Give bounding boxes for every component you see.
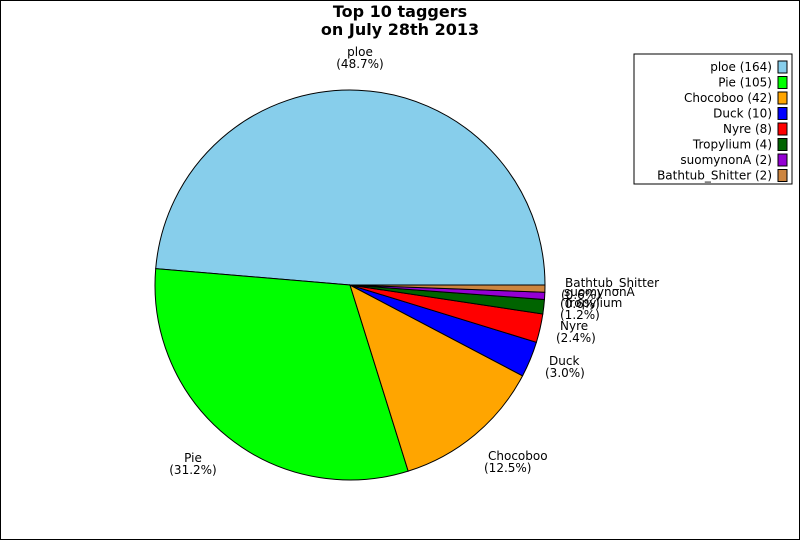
legend-entry-label: suomynonA (2) bbox=[680, 153, 772, 167]
legend-swatch bbox=[777, 107, 788, 120]
legend-swatch bbox=[777, 122, 788, 136]
legend-swatch bbox=[777, 169, 788, 182]
slice-label-name: Bathtub_Shitter bbox=[565, 276, 659, 290]
pie-slice-chocoboo bbox=[349, 283, 524, 472]
chart-title-line-2: on July 28th 2013 bbox=[321, 20, 479, 39]
legend-swatch bbox=[777, 60, 788, 74]
legend-entry-label: Chocoboo (42) bbox=[684, 91, 772, 105]
slice-labels: ploe(48.7%) Pie(31.2%) Chocoboo(12.5%) Duck… bbox=[169, 45, 659, 477]
slice-label-name: Pie bbox=[184, 451, 202, 465]
slice-label-percent: (31.2%) bbox=[169, 463, 216, 477]
slice-label-name: Tropylium bbox=[563, 296, 622, 310]
legend-entry-label: Tropylium (4) bbox=[692, 138, 772, 152]
slice-label-name: suomynonA bbox=[564, 285, 636, 299]
slice-label-percent: (48.7%) bbox=[336, 57, 383, 71]
slice-label-percent: (0.6%) bbox=[561, 288, 601, 302]
slice-label-name: Chocoboo bbox=[488, 449, 548, 463]
slice-label-percent: (2.4%) bbox=[556, 331, 596, 345]
slice-label-percent: (3.0%) bbox=[545, 366, 585, 380]
legend-swatch bbox=[777, 138, 788, 151]
legend-entry-label: ploe (164) bbox=[710, 60, 772, 74]
pie-slice-ploe bbox=[155, 89, 546, 286]
chart-title-line-1: Top 10 taggers bbox=[333, 2, 467, 21]
slice-label-name: Nyre bbox=[560, 319, 588, 333]
slice-label-percent: (1.2%) bbox=[560, 308, 600, 322]
pie-slices bbox=[154, 89, 546, 481]
legend-entry-label: Nyre (8) bbox=[723, 122, 772, 136]
pie-slice-pie bbox=[154, 268, 409, 481]
slice-label-name: Duck bbox=[549, 354, 579, 368]
legend-swatch bbox=[777, 91, 788, 105]
legend: ploe (164) Pie (105)Chocoboo (42) Duck (10… bbox=[633, 53, 793, 185]
legend-entry-label: Duck (10) bbox=[713, 107, 772, 121]
slice-label-percent: (0.6%) bbox=[560, 297, 600, 311]
legend-swatch bbox=[777, 76, 788, 89]
legend-box bbox=[633, 53, 793, 185]
slice-label-percent: (12.5%) bbox=[484, 461, 531, 475]
legend-swatch bbox=[777, 153, 788, 167]
pie-slice-bathtub-shitter bbox=[349, 284, 546, 293]
legend-entry-label: Pie (105) bbox=[718, 76, 772, 90]
legend-entry-label: Bathtub_Shitter (2) bbox=[657, 169, 772, 183]
slice-label-name: ploe bbox=[347, 45, 373, 59]
